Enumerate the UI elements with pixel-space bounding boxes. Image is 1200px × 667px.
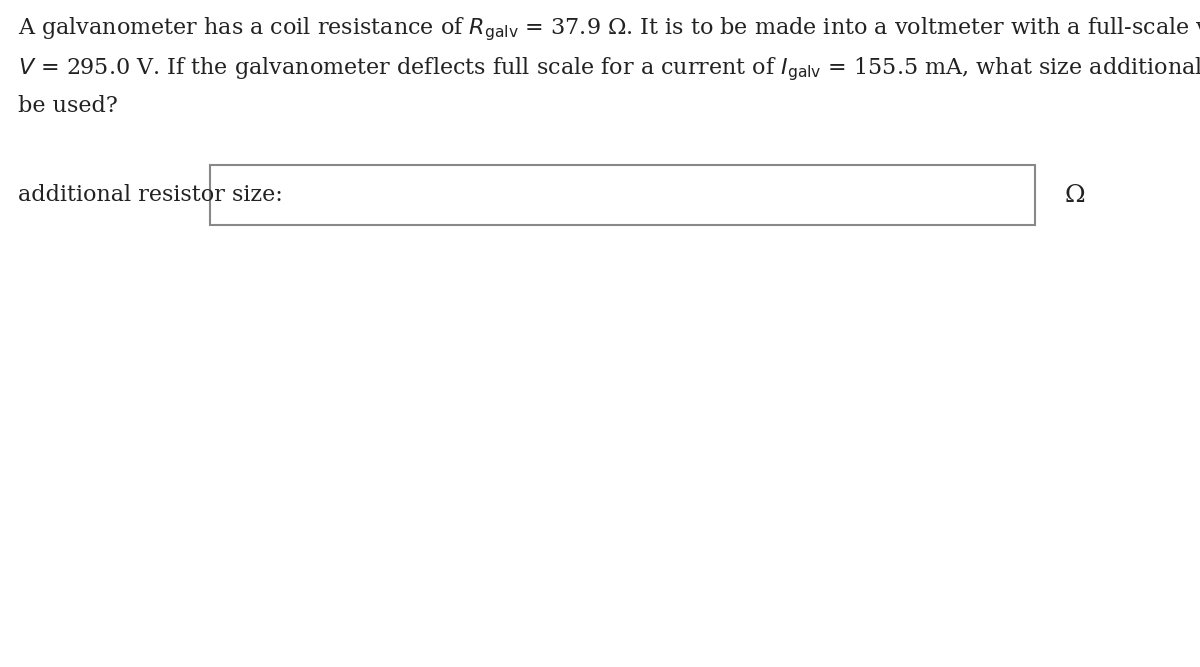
Text: $V$ = 295.0 V. If the galvanometer deflects full scale for a current of $I_{\mat: $V$ = 295.0 V. If the galvanometer defle…: [18, 55, 1200, 83]
Text: A galvanometer has a coil resistance of $R_{\mathrm{galv}}$ = 37.9 Ω. It is to b: A galvanometer has a coil resistance of …: [18, 15, 1200, 43]
Text: Ω: Ω: [1064, 183, 1085, 207]
Text: additional resistor size:: additional resistor size:: [18, 184, 283, 206]
FancyBboxPatch shape: [210, 165, 1034, 225]
Text: be used?: be used?: [18, 95, 118, 117]
